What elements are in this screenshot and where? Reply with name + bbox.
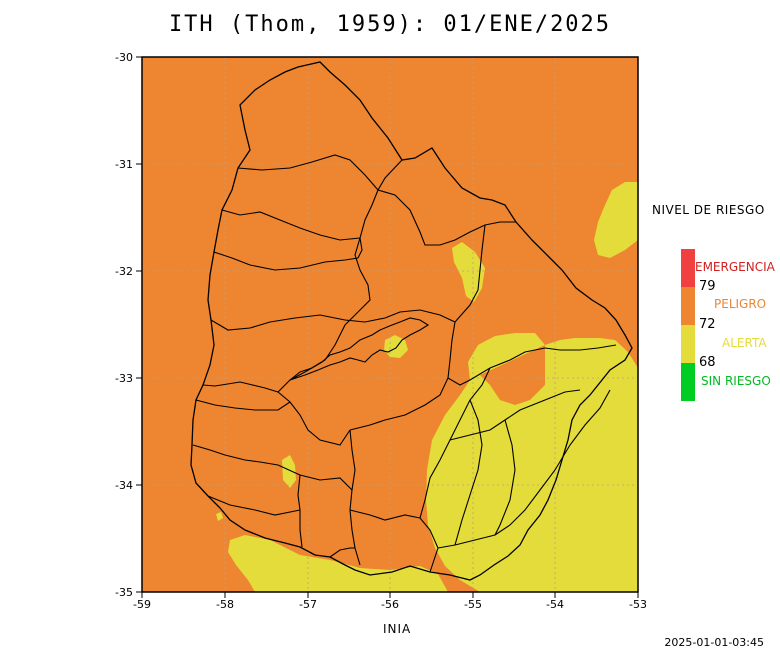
legend-label-emergencia: EMERGENCIA bbox=[695, 260, 775, 274]
x-tick-label: -58 bbox=[216, 598, 234, 611]
alerta-zone-east-notch bbox=[480, 345, 545, 405]
source-label: INIA bbox=[383, 622, 412, 636]
alerta-zone-south-coast bbox=[228, 535, 448, 592]
y-axis-labels: -30 -31 -32 -33 -34 -35 bbox=[115, 51, 133, 599]
legend-swatch-emergencia bbox=[681, 249, 695, 287]
legend-label-peligro: PELIGRO bbox=[714, 297, 767, 311]
legend-threshold: 68 bbox=[699, 355, 716, 370]
x-tick-label: -55 bbox=[464, 598, 482, 611]
country-outline bbox=[190, 61, 633, 581]
x-tick-label: -53 bbox=[629, 598, 647, 611]
reservoir bbox=[289, 317, 430, 381]
legend-swatch-alerta bbox=[681, 325, 695, 363]
x-tick-label: -54 bbox=[546, 598, 564, 611]
department-boundaries bbox=[192, 154, 617, 573]
legend-threshold: 79 bbox=[699, 279, 716, 294]
x-tick-label: -59 bbox=[133, 598, 151, 611]
tick-marks bbox=[136, 56, 639, 598]
alerta-zone-small-west bbox=[216, 512, 223, 521]
y-tick-label: -31 bbox=[115, 158, 133, 171]
legend-label-sin-riesgo: SIN RIESGO bbox=[701, 374, 771, 388]
x-axis-labels: -59 -58 -57 -56 -55 -54 -53 bbox=[133, 598, 647, 611]
legend-threshold: 72 bbox=[699, 317, 716, 332]
y-tick-label: -32 bbox=[115, 265, 133, 278]
legend-swatch-peligro bbox=[681, 287, 695, 325]
y-tick-label: -30 bbox=[115, 51, 133, 64]
alerta-zones bbox=[216, 182, 638, 592]
x-tick-label: -56 bbox=[381, 598, 399, 611]
alerta-zone-ne bbox=[594, 182, 638, 258]
alerta-zone-east bbox=[426, 333, 638, 592]
x-tick-label: -57 bbox=[299, 598, 317, 611]
legend-title: NIVEL DE RIESGO bbox=[652, 203, 765, 217]
y-tick-label: -33 bbox=[115, 372, 133, 385]
map-title: ITH (Thom, 1959): 01/ENE/2025 bbox=[168, 12, 612, 37]
alerta-zone-west-spot bbox=[282, 455, 296, 488]
legend-label-alerta: ALERTA bbox=[722, 336, 767, 350]
timestamp: 2025-01-01-03:45 bbox=[664, 636, 764, 649]
y-tick-label: -34 bbox=[115, 479, 133, 492]
y-tick-label: -35 bbox=[115, 586, 133, 599]
alerta-zone-center-north bbox=[452, 242, 485, 302]
legend-swatch-sin-riesgo bbox=[681, 363, 695, 401]
